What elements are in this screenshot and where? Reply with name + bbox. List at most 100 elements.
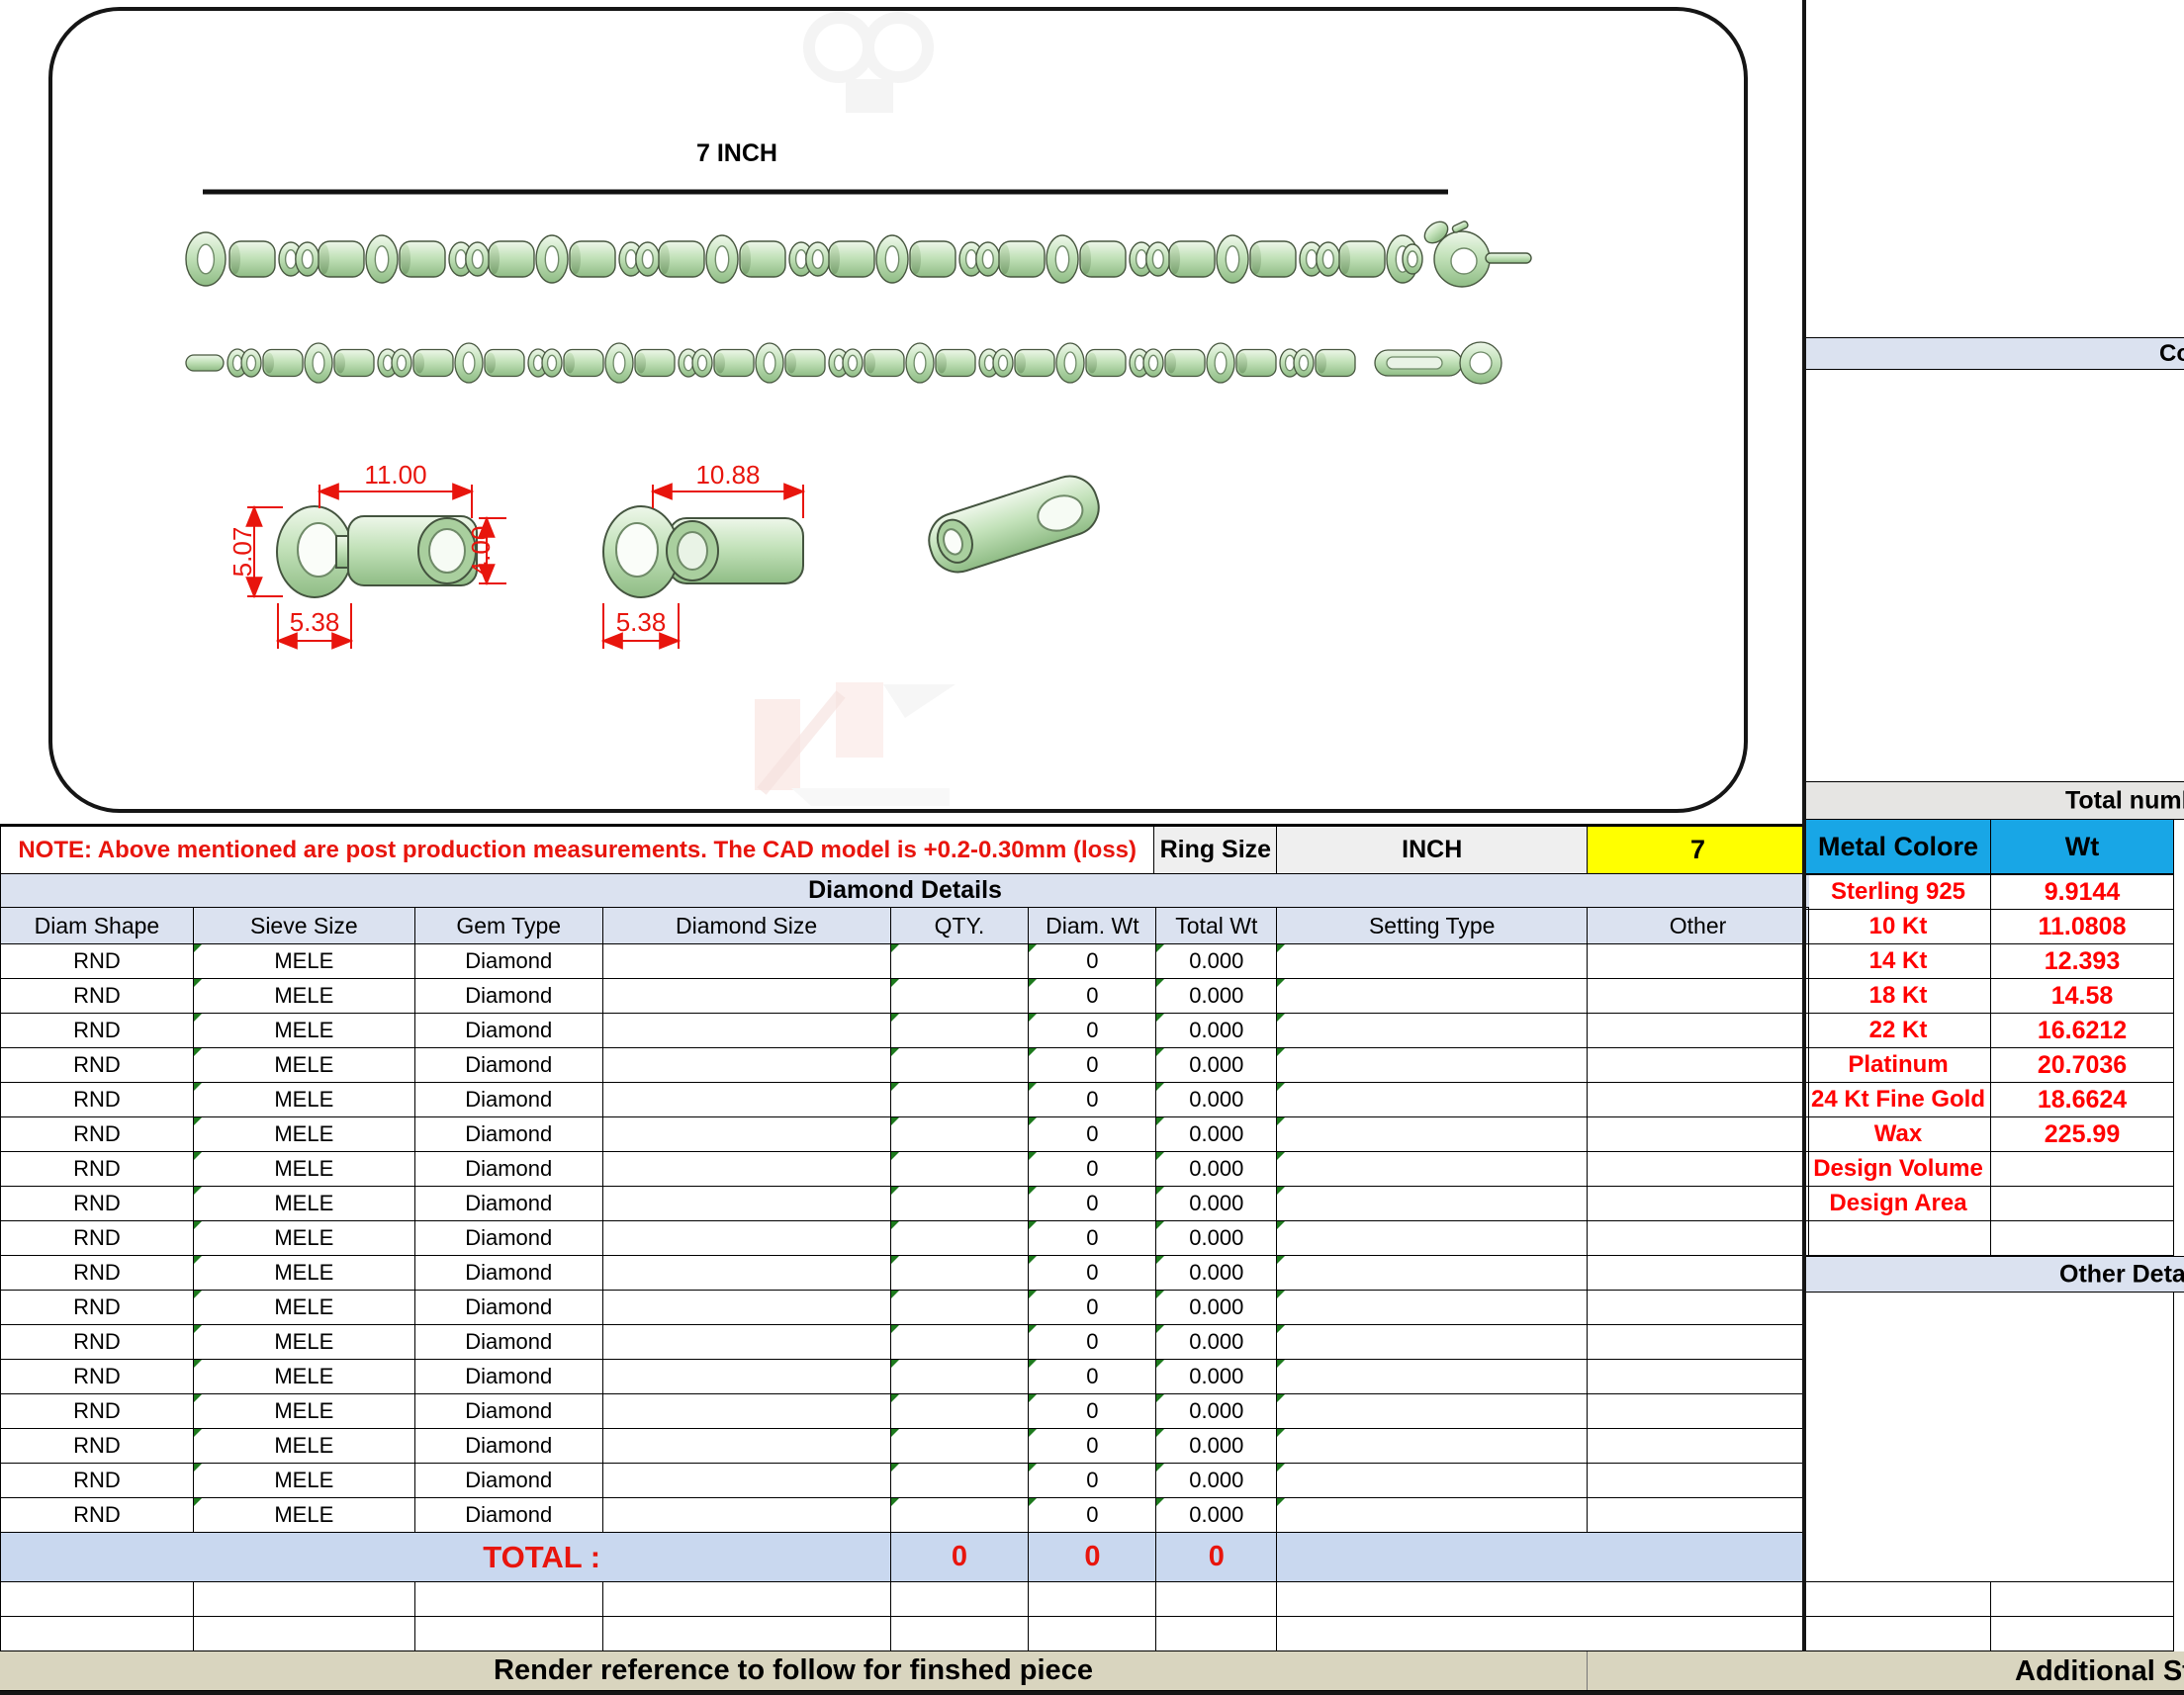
cell-diam-shape[interactable]: RND (1, 1014, 194, 1048)
cell-setting-type[interactable] (1277, 1014, 1589, 1048)
cell-other[interactable] (1588, 1083, 1809, 1117)
cell-total-wt[interactable]: 0.000 (1156, 1256, 1278, 1291)
cell-diamond-size[interactable] (602, 1187, 891, 1221)
cell-sieve-size[interactable]: MELE (193, 1014, 415, 1048)
cell-gem-type[interactable]: Diamond (414, 1256, 603, 1291)
cell-total-wt[interactable]: 0.000 (1156, 1291, 1278, 1325)
cell-total-wt[interactable]: 0.000 (1156, 1360, 1278, 1394)
cell-other[interactable] (1588, 1360, 1809, 1394)
cell-other[interactable] (1588, 1048, 1809, 1083)
cell-setting-type[interactable] (1277, 1187, 1589, 1221)
cell-gem-type[interactable]: Diamond (414, 944, 603, 979)
cell-total-wt[interactable]: 0.000 (1156, 1498, 1278, 1533)
cell-diam-wt[interactable]: 0 (1029, 1083, 1157, 1117)
cell-gem-type[interactable]: Diamond (414, 1464, 603, 1498)
cell-qty[interactable] (890, 1221, 1030, 1256)
cell-diamond-size[interactable] (602, 1360, 891, 1394)
total-total-wt-cell[interactable]: 0 (1156, 1533, 1278, 1581)
cell-diamond-size[interactable] (602, 979, 891, 1014)
cell-gem-type[interactable]: Diamond (414, 1498, 603, 1533)
empty-cell[interactable] (1029, 1582, 1157, 1617)
empty-cell[interactable] (414, 1617, 603, 1651)
cell-total-wt[interactable]: 0.000 (1156, 1117, 1278, 1152)
other-details-area[interactable] (1806, 1293, 2174, 1582)
cell-diam-wt[interactable]: 0 (1029, 1360, 1157, 1394)
cell-diamond-size[interactable] (602, 1464, 891, 1498)
empty-cell[interactable] (890, 1617, 1030, 1651)
ring-size-unit-cell[interactable]: INCH (1277, 827, 1589, 873)
metal-weight-cell[interactable]: 9.9144 (1991, 875, 2174, 910)
cell-diamond-size[interactable] (602, 1394, 891, 1429)
cell-setting-type[interactable] (1277, 1325, 1589, 1360)
cell-diam-shape[interactable]: RND (1, 1048, 194, 1083)
metal-weight-cell[interactable]: 18.6624 (1991, 1083, 2174, 1117)
cell-qty[interactable] (890, 1498, 1030, 1533)
cell-setting-type[interactable] (1277, 1464, 1589, 1498)
cell-diam-wt[interactable]: 0 (1029, 979, 1157, 1014)
cell-qty[interactable] (890, 1360, 1030, 1394)
cell-sieve-size[interactable]: MELE (193, 1498, 415, 1533)
cell-diam-shape[interactable]: RND (1, 1083, 194, 1117)
cell-diam-wt[interactable]: 0 (1029, 1117, 1157, 1152)
cell-qty[interactable] (890, 944, 1030, 979)
cell-sieve-size[interactable]: MELE (193, 1152, 415, 1187)
cell-gem-type[interactable]: Diamond (414, 1048, 603, 1083)
cell-total-wt[interactable]: 0.000 (1156, 1221, 1278, 1256)
cell-gem-type[interactable]: Diamond (414, 1360, 603, 1394)
cell-other[interactable] (1588, 1498, 1809, 1533)
empty-cell[interactable] (193, 1582, 415, 1617)
cell-diam-shape[interactable]: RND (1, 1256, 194, 1291)
metal-weight-cell[interactable]: 12.393 (1991, 944, 2174, 979)
cell-gem-type[interactable]: Diamond (414, 1014, 603, 1048)
cell-sieve-size[interactable]: MELE (193, 1360, 415, 1394)
cell-qty[interactable] (890, 979, 1030, 1014)
cell-qty[interactable] (890, 1117, 1030, 1152)
cell-diam-shape[interactable]: RND (1, 944, 194, 979)
cell-qty[interactable] (890, 1394, 1030, 1429)
cell-diam-shape[interactable]: RND (1, 979, 194, 1014)
cell-diam-shape[interactable]: RND (1, 1429, 194, 1464)
cell-qty[interactable] (890, 1429, 1030, 1464)
empty-cell[interactable] (602, 1617, 891, 1651)
empty-cell[interactable] (1156, 1582, 1278, 1617)
cell-qty[interactable] (890, 1256, 1030, 1291)
cell-qty[interactable] (890, 1083, 1030, 1117)
cell-total-wt[interactable]: 0.000 (1156, 1152, 1278, 1187)
cell-diam-wt[interactable]: 0 (1029, 1394, 1157, 1429)
cell-sieve-size[interactable]: MELE (193, 1083, 415, 1117)
cell-other[interactable] (1588, 979, 1809, 1014)
cell-diam-shape[interactable]: RND (1, 1464, 194, 1498)
cell-total-wt[interactable]: 0.000 (1156, 979, 1278, 1014)
cell-other[interactable] (1588, 1152, 1809, 1187)
metal-weight-cell[interactable] (1991, 1152, 2174, 1187)
cell-sieve-size[interactable]: MELE (193, 1221, 415, 1256)
cell-setting-type[interactable] (1277, 1498, 1589, 1533)
cell-diamond-size[interactable] (602, 1152, 891, 1187)
cell-diam-shape[interactable]: RND (1, 1291, 194, 1325)
cell-setting-type[interactable] (1277, 944, 1589, 979)
cell-diamond-size[interactable] (602, 1325, 891, 1360)
cell-other[interactable] (1588, 1394, 1809, 1429)
cell-diamond-size[interactable] (602, 1256, 891, 1291)
cell-diam-wt[interactable]: 0 (1029, 1256, 1157, 1291)
empty-cell[interactable] (1991, 1617, 2174, 1651)
cell-qty[interactable] (890, 1187, 1030, 1221)
empty-cell[interactable] (1806, 1582, 1991, 1617)
cell-total-wt[interactable]: 0.000 (1156, 1083, 1278, 1117)
cell-gem-type[interactable]: Diamond (414, 1152, 603, 1187)
cell-other[interactable] (1588, 1325, 1809, 1360)
metal-weight-cell[interactable] (1991, 1221, 2174, 1256)
empty-cell[interactable] (602, 1582, 891, 1617)
cell-diam-shape[interactable]: RND (1, 1117, 194, 1152)
metal-weight-cell[interactable]: 16.6212 (1991, 1014, 2174, 1048)
cell-sieve-size[interactable]: MELE (193, 1291, 415, 1325)
cell-gem-type[interactable]: Diamond (414, 1394, 603, 1429)
empty-cell[interactable] (1029, 1617, 1157, 1651)
empty-cell[interactable] (1156, 1617, 1278, 1651)
cell-total-wt[interactable]: 0.000 (1156, 1187, 1278, 1221)
cell-total-wt[interactable]: 0.000 (1156, 1048, 1278, 1083)
cell-diam-wt[interactable]: 0 (1029, 1152, 1157, 1187)
cell-total-wt[interactable]: 0.000 (1156, 1325, 1278, 1360)
cell-qty[interactable] (890, 1014, 1030, 1048)
cell-diam-wt[interactable]: 0 (1029, 1325, 1157, 1360)
